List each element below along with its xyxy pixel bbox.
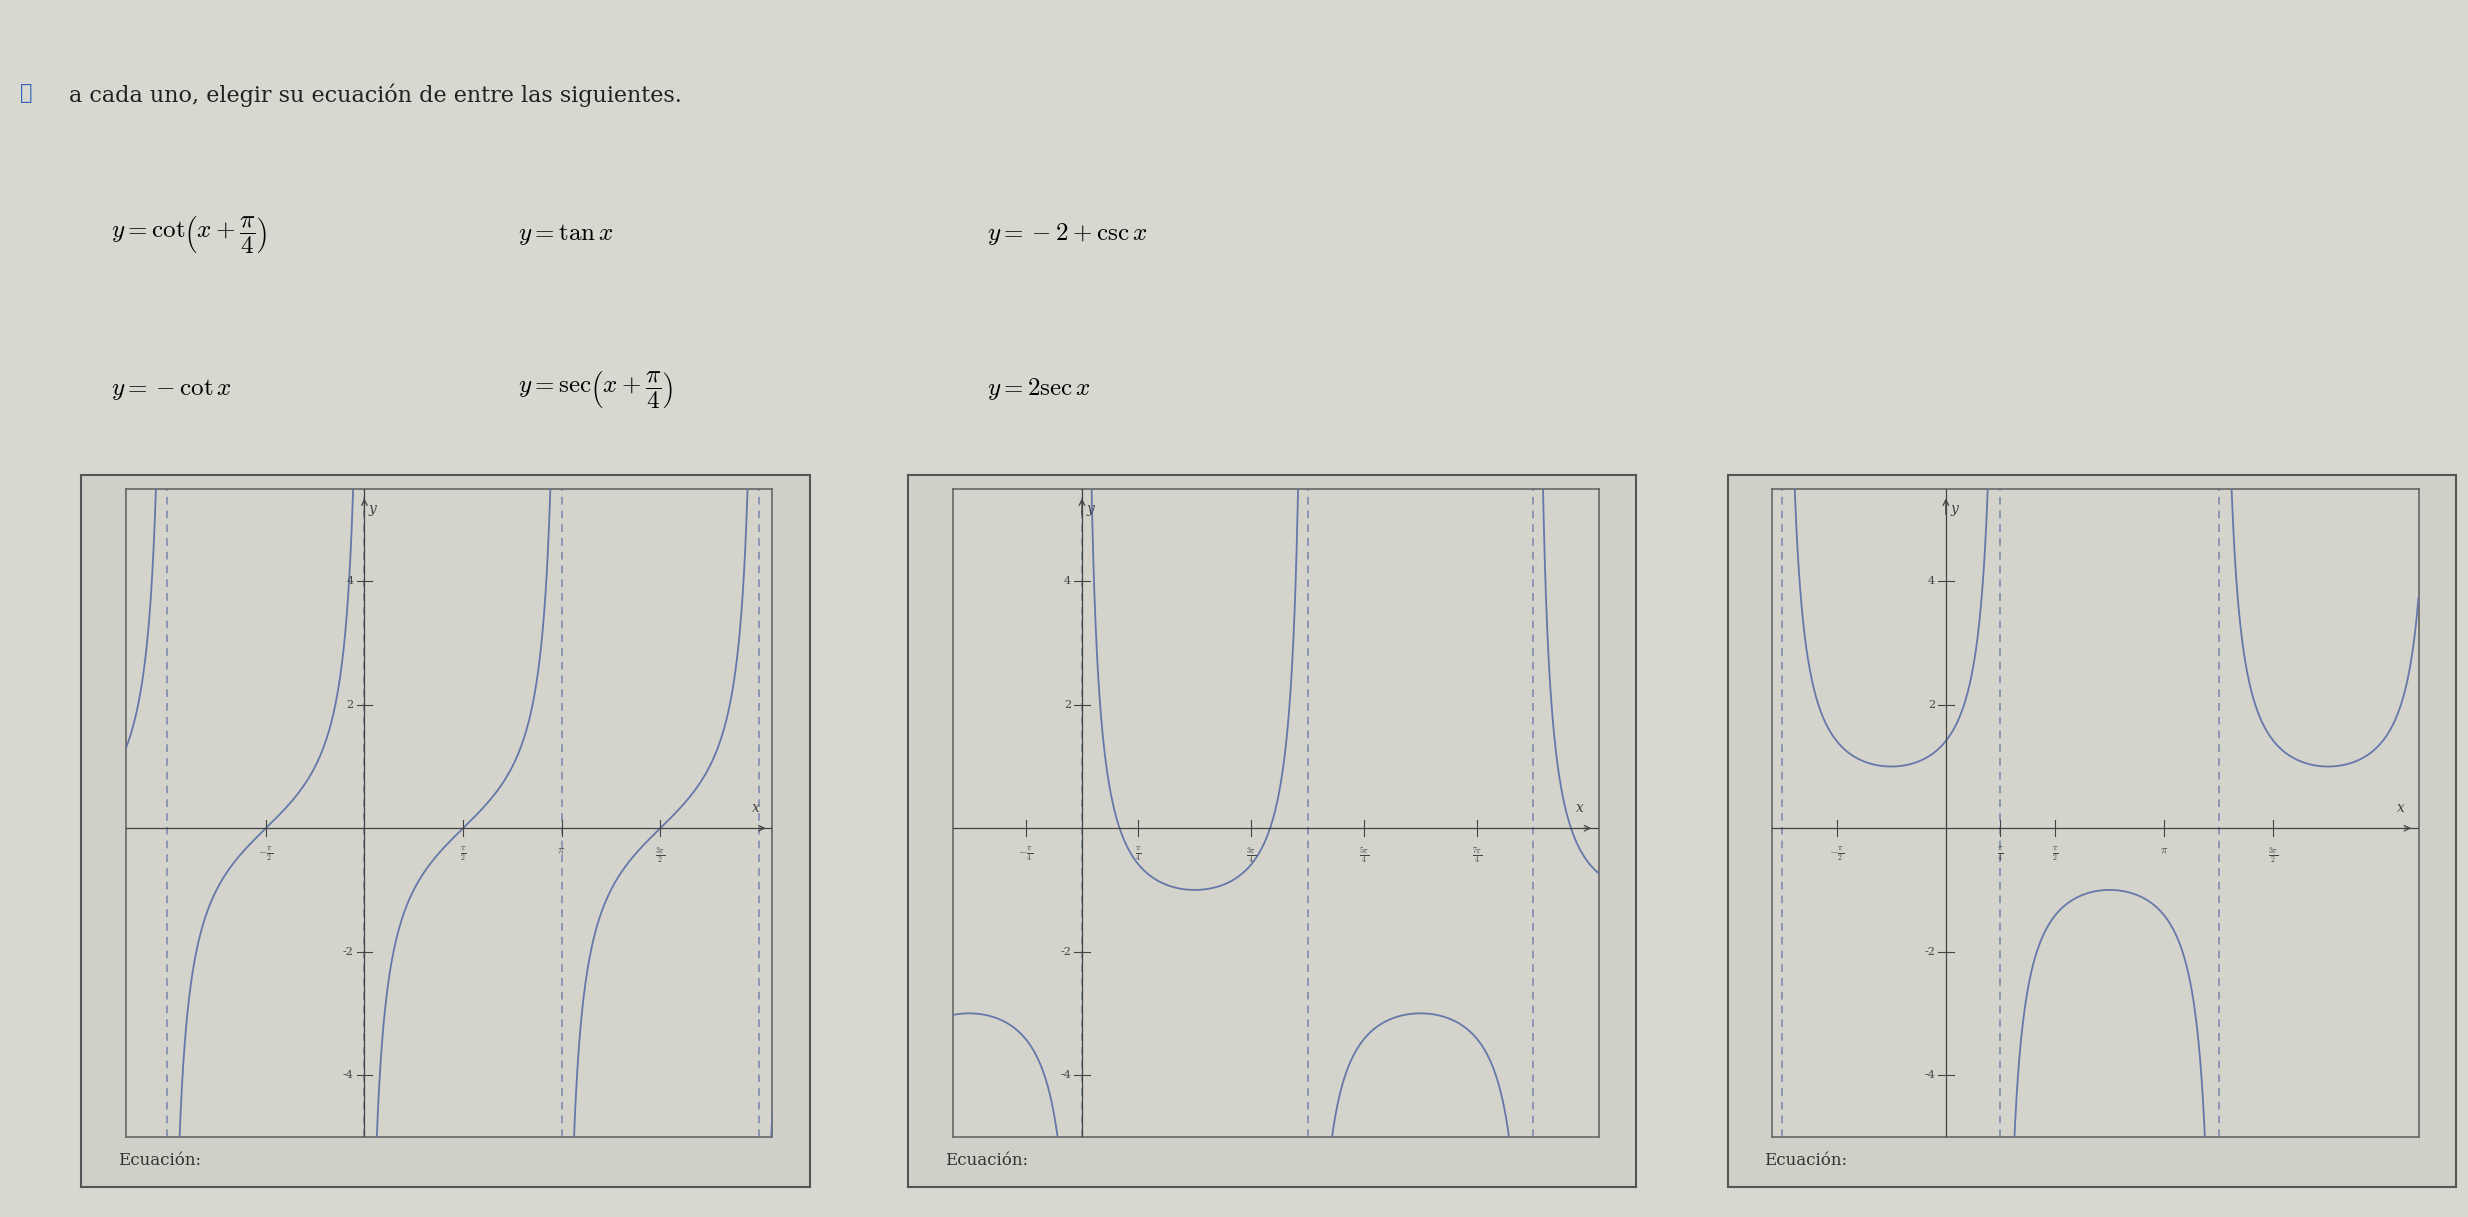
Text: $y = 2\sec x$: $y = 2\sec x$ xyxy=(987,376,1091,402)
Text: -2: -2 xyxy=(343,947,353,957)
Text: $\frac{5\pi}{4}$: $\frac{5\pi}{4}$ xyxy=(1360,846,1370,865)
Text: Ecuación:: Ecuación: xyxy=(945,1151,1027,1168)
Text: $y = \cot\!\left(x+\dfrac{\pi}{4}\right)$: $y = \cot\!\left(x+\dfrac{\pi}{4}\right)… xyxy=(111,214,267,254)
Text: Ecuación:: Ecuación: xyxy=(118,1151,200,1168)
Text: $\pi$: $\pi$ xyxy=(558,846,565,856)
Text: y: y xyxy=(1086,503,1093,516)
Text: $y = -\cot x$: $y = -\cot x$ xyxy=(111,376,232,402)
Text: x: x xyxy=(1577,801,1584,814)
Text: 4: 4 xyxy=(346,577,353,587)
Text: y: y xyxy=(1950,503,1957,516)
Text: $-\frac{\pi}{2}$: $-\frac{\pi}{2}$ xyxy=(1829,846,1844,863)
Text: $\pi$: $\pi$ xyxy=(2160,846,2169,856)
Text: $\frac{\pi}{2}$: $\frac{\pi}{2}$ xyxy=(459,846,466,863)
Text: 2: 2 xyxy=(1928,700,1935,710)
Text: ✓: ✓ xyxy=(20,83,32,103)
Text: -2: -2 xyxy=(1925,947,1935,957)
Text: y: y xyxy=(368,503,375,516)
Text: 4: 4 xyxy=(1928,577,1935,587)
Text: -4: -4 xyxy=(1061,1070,1071,1079)
Text: a cada uno, elegir su ecuación de entre las siguientes.: a cada uno, elegir su ecuación de entre … xyxy=(69,83,681,107)
Text: -4: -4 xyxy=(1925,1070,1935,1079)
Text: Ecuación:: Ecuación: xyxy=(1765,1151,1846,1168)
Text: $\frac{3\pi}{2}$: $\frac{3\pi}{2}$ xyxy=(2268,846,2278,865)
Text: -2: -2 xyxy=(1061,947,1071,957)
Text: $\frac{3\pi}{2}$: $\frac{3\pi}{2}$ xyxy=(654,846,666,865)
Text: 2: 2 xyxy=(346,700,353,710)
Text: -4: -4 xyxy=(343,1070,353,1079)
Text: $-\frac{\pi}{4}$: $-\frac{\pi}{4}$ xyxy=(1017,846,1034,863)
Text: $\frac{\pi}{4}$: $\frac{\pi}{4}$ xyxy=(1997,846,2004,863)
Text: $y = \tan x$: $y = \tan x$ xyxy=(518,221,615,247)
Text: x: x xyxy=(2396,801,2404,814)
Text: $\frac{7\pi}{4}$: $\frac{7\pi}{4}$ xyxy=(1471,846,1483,865)
Text: $\frac{\pi}{2}$: $\frac{\pi}{2}$ xyxy=(2051,846,2058,863)
Text: $\frac{3\pi}{4}$: $\frac{3\pi}{4}$ xyxy=(1246,846,1256,865)
Text: x: x xyxy=(753,801,760,814)
Text: $-\frac{\pi}{2}$: $-\frac{\pi}{2}$ xyxy=(259,846,274,863)
Text: 2: 2 xyxy=(1064,700,1071,710)
Text: $y = \sec\!\left(x+\dfrac{\pi}{4}\right)$: $y = \sec\!\left(x+\dfrac{\pi}{4}\right)… xyxy=(518,369,674,410)
Text: $\frac{\pi}{4}$: $\frac{\pi}{4}$ xyxy=(1135,846,1143,863)
Text: 4: 4 xyxy=(1064,577,1071,587)
Text: $y = -2 + \csc x$: $y = -2 + \csc x$ xyxy=(987,221,1148,247)
